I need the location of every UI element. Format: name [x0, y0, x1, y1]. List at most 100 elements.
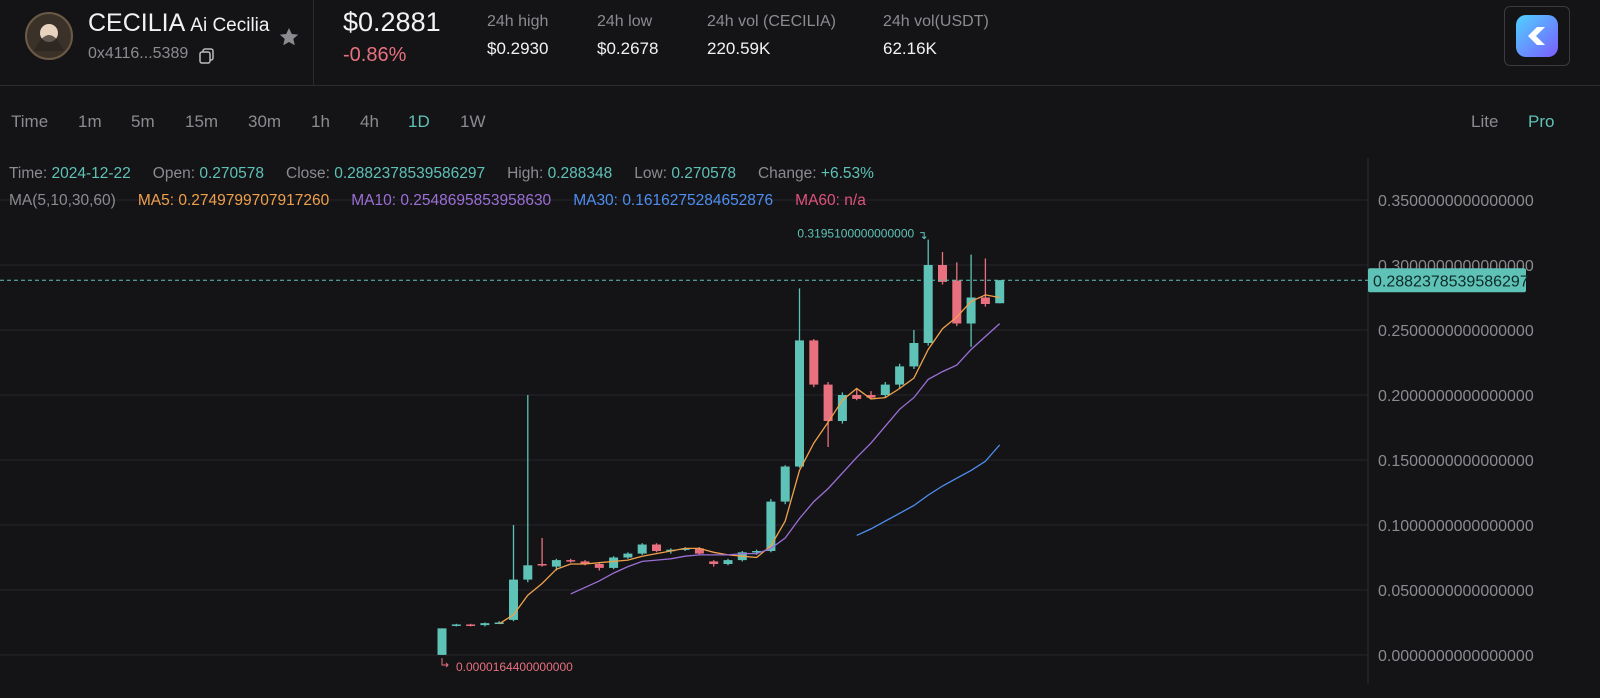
stat: 24h vol (CECILIA) 220.59K — [707, 13, 836, 59]
ma-info: MA(5,10,30,60) MA5: 0.2749799707917260 MA1… — [9, 192, 888, 210]
timeframe-tab[interactable]: 1W — [460, 112, 486, 131]
candle-body — [580, 561, 590, 565]
label: Open: — [152, 165, 196, 182]
stat-label: 24h vol(USDT) — [883, 13, 989, 30]
price-change: -0.86% — [343, 44, 407, 66]
address[interactable]: 0x4116...5389 — [88, 45, 188, 63]
copy-icon[interactable] — [199, 48, 215, 64]
candle-body — [723, 560, 733, 565]
candle-body — [795, 340, 804, 467]
legend-name: MA5: — [137, 192, 175, 209]
mode-tab[interactable]: Lite — [1471, 112, 1499, 131]
y-tick-label: 0.1000000000000000 — [1378, 518, 1534, 535]
token-symbol: CECILIA Ai Cecilia — [88, 9, 269, 38]
candle-body — [537, 564, 547, 566]
price: $0.2881 — [343, 7, 441, 37]
value: 0.270578 — [671, 165, 736, 182]
star-icon[interactable] — [278, 26, 300, 48]
avatar — [25, 12, 73, 60]
value: 0.288348 — [547, 165, 613, 182]
candle-body — [866, 394, 876, 398]
ma-line — [570, 323, 1001, 595]
candle-body — [852, 394, 862, 399]
timeframe-tab[interactable]: 4h — [360, 112, 379, 131]
candle-body — [694, 548, 704, 554]
timeframe-tab[interactable]: 1D — [408, 112, 430, 131]
candle-body — [823, 384, 833, 421]
ma-line — [498, 294, 1000, 625]
min-arrow — [441, 657, 449, 668]
candle-body — [909, 342, 919, 367]
y-tick-label: 0.2000000000000000 — [1378, 388, 1534, 405]
candle-body — [809, 340, 819, 385]
stat-label: 24h vol (CECILIA) — [707, 13, 836, 30]
candle-body — [766, 501, 776, 552]
legend-entry: MA10: 0.2548695853958630 — [351, 192, 551, 209]
candle-body — [637, 544, 647, 554]
candle-body — [952, 280, 962, 324]
min-label: 0.0000164400000000 — [456, 660, 573, 674]
candle-body — [609, 557, 619, 568]
value: 0.2882378539586297 — [334, 165, 486, 182]
candle-body — [551, 560, 561, 567]
candle-body — [880, 384, 890, 395]
mode-tab[interactable]: Pro — [1528, 112, 1555, 131]
candle-body — [980, 297, 990, 304]
timeframe-tab[interactable]: 1h — [311, 112, 330, 131]
legend-name: MA30: — [573, 192, 618, 209]
candle-body — [780, 466, 790, 502]
timeframe-tab[interactable]: 1m — [78, 112, 102, 131]
logo — [1516, 15, 1558, 57]
candle-body — [938, 264, 947, 282]
stat-value: 62.16K — [883, 39, 937, 58]
candle-body — [895, 366, 905, 385]
candle-body — [923, 264, 933, 343]
legend-name: MA60: — [795, 192, 840, 209]
header: CECILIA Ai Cecilia 0x4116...5389 $0.2881 … — [0, 0, 1600, 86]
candle-body — [509, 579, 518, 620]
candle-body — [451, 624, 461, 626]
y-tick-label: 0.2500000000000000 — [1378, 323, 1534, 340]
value: 0.270578 — [199, 165, 264, 182]
app-icon[interactable] — [1504, 6, 1570, 66]
stat: 24h high $0.2930 — [487, 13, 548, 59]
value: 2024-12-22 — [51, 165, 131, 182]
label: High: — [507, 165, 544, 182]
value: +6.53% — [820, 165, 874, 182]
timeframe-tab[interactable]: 30m — [248, 112, 282, 131]
legend-name: MA10: — [351, 192, 397, 209]
candle-body — [995, 280, 1005, 304]
y-tick-label: 0.0500000000000000 — [1378, 583, 1534, 600]
candle-body — [709, 561, 719, 565]
candle-body — [752, 551, 762, 553]
y-tick-label: 0.1500000000000000 — [1378, 453, 1534, 470]
timeframe-tab[interactable]: 15m — [185, 112, 219, 131]
stat-label: 24h low — [597, 13, 653, 30]
candle-body — [837, 394, 847, 421]
last-price-label: 0.2882378539586297 — [1373, 273, 1529, 290]
last-price-box — [1368, 268, 1526, 293]
timeframe-tab[interactable]: Time — [11, 112, 49, 131]
candle-body — [566, 560, 576, 562]
max-label: 0.3195100000000000 — [797, 227, 914, 241]
candle-body — [437, 628, 447, 655]
candle-body — [680, 548, 690, 550]
candle-body — [652, 544, 661, 552]
stat-value: $0.2930 — [487, 39, 549, 58]
stat: 24h vol(USDT) 62.16K — [883, 13, 989, 59]
candle-body — [466, 624, 476, 626]
label: Change: — [757, 165, 817, 182]
stat: 24h low $0.2678 — [597, 13, 658, 59]
legend-value: 0.1616275284652876 — [622, 192, 774, 209]
timeframe-tab[interactable]: 5m — [131, 112, 155, 131]
legend-entry: MA30: 0.1616275284652876 — [573, 192, 773, 209]
candle-body — [623, 553, 633, 558]
legend-entry: MA5: 0.2749799707917260 — [138, 192, 329, 209]
max-arrow — [920, 232, 927, 240]
legend-value: n/a — [844, 192, 866, 209]
candle-body — [966, 297, 976, 324]
symbol: CECILIA — [88, 9, 186, 37]
legend-value: 0.2548695853958630 — [400, 192, 552, 209]
